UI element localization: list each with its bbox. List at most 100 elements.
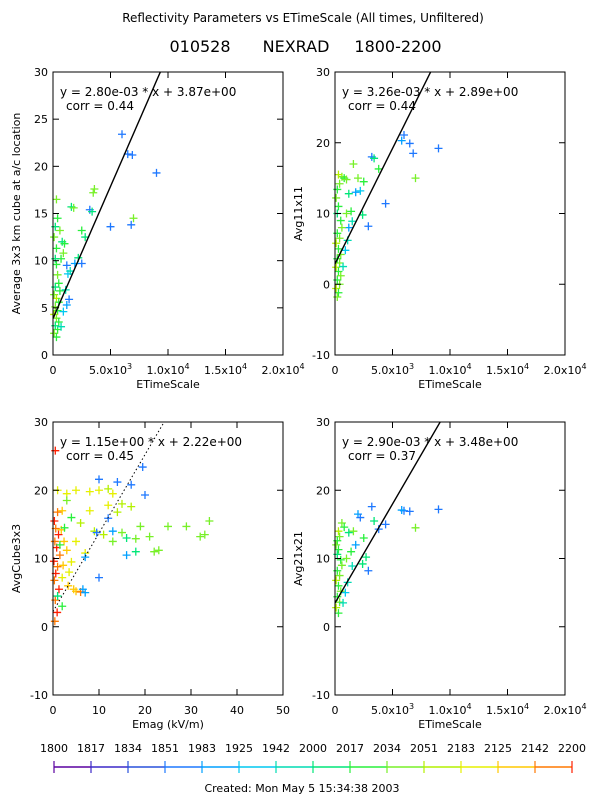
y-tick-label: 0 (323, 621, 330, 634)
x-tick-label: 50 (276, 704, 290, 717)
data-point (62, 496, 71, 505)
correlation-label: corr = 0.45 (66, 449, 134, 463)
colorbar-label: 2183 (447, 742, 475, 755)
fit-equation: y = 2.80e-03 * x + 3.87e+00 (60, 85, 236, 99)
y-tick-label: 20 (34, 160, 48, 173)
time-colorbar: 1800 1817 1834 1851 1983 1925 1942 2000 2017 2034… (40, 742, 586, 773)
x-tick-label: 1.0x104 (428, 702, 471, 717)
data-point (89, 188, 98, 197)
scatter-panel-2: 0 5.0x103 1.0x104 1.5x104 2.0x104-100102030E… (292, 66, 587, 391)
data-point (76, 519, 85, 528)
y-tick-label: 5 (41, 302, 48, 315)
data-point (52, 260, 61, 269)
data-point (335, 234, 344, 243)
y-tick-label: 20 (316, 484, 330, 497)
data-point (342, 209, 351, 218)
data-point (67, 513, 76, 522)
data-point (334, 244, 343, 253)
colorbar-label: 1983 (188, 742, 216, 755)
data-point (81, 553, 90, 562)
data-point (50, 617, 59, 626)
colorbar-label: 2125 (484, 742, 512, 755)
data-point (411, 523, 420, 532)
data-point (131, 547, 140, 556)
y-tick-label: 30 (316, 66, 330, 79)
data-point (136, 522, 145, 531)
data-point (64, 581, 73, 590)
data-point (339, 262, 348, 271)
data-point (332, 263, 341, 272)
data-point (50, 576, 59, 585)
data-point (334, 170, 343, 179)
correlation-label: corr = 0.37 (348, 449, 416, 463)
data-point (359, 534, 368, 543)
data-point (332, 193, 341, 202)
data-points (332, 502, 443, 618)
axes-frame (52, 71, 284, 356)
data-point (60, 523, 69, 532)
data-points (49, 446, 214, 626)
data-point (341, 246, 350, 255)
data-point (129, 214, 138, 223)
data-point (342, 175, 351, 184)
data-point (364, 566, 373, 575)
y-tick-label: 20 (34, 484, 48, 497)
data-point (108, 527, 117, 536)
data-point (85, 487, 94, 496)
colorbar-label: 1834 (114, 742, 142, 755)
regression-line (335, 72, 432, 265)
scatter-panels: 0 5.0x103 1.0x104 1.5x104 2.0x104 0 5 10 15 20 25 3… (10, 66, 587, 731)
data-point (347, 207, 356, 216)
data-point (52, 333, 61, 342)
y-tick-label: 25 (34, 113, 48, 126)
data-point (336, 555, 345, 564)
data-point (53, 508, 62, 517)
y-tick-label: 10 (316, 553, 330, 566)
fit-equation: y = 2.90e-03 * x + 3.48e+00 (342, 435, 518, 449)
data-point (335, 598, 344, 607)
x-tick-label: 30 (184, 704, 198, 717)
y-tick-label: -10 (30, 689, 48, 702)
data-point (52, 244, 61, 253)
data-point (339, 598, 348, 607)
data-point (59, 561, 68, 570)
regression-line (53, 72, 162, 319)
colorbar-label: 2200 (558, 742, 586, 755)
data-point (54, 530, 63, 539)
data-point (50, 537, 59, 546)
colorbar-label: 2051 (410, 742, 438, 755)
data-point (359, 177, 368, 186)
x-tick-label: 0 (332, 704, 339, 717)
data-point (358, 559, 367, 568)
data-point (335, 571, 344, 580)
data-point (351, 188, 360, 197)
data-point (55, 226, 64, 235)
data-point (145, 532, 154, 541)
y-tick-label: 15 (34, 208, 48, 221)
data-point (55, 551, 64, 560)
y-tick-label: -10 (312, 349, 330, 362)
created-timestamp: Created: Mon May 5 15:34:38 2003 (204, 782, 399, 795)
data-point (356, 513, 365, 522)
data-point (400, 130, 408, 139)
data-point (88, 207, 97, 216)
data-point (348, 217, 357, 226)
data-point (362, 553, 371, 562)
data-point (54, 317, 63, 326)
data-point (367, 502, 376, 511)
y-tick-label: 10 (316, 208, 330, 221)
data-point (344, 189, 353, 198)
colorbar-label: 2142 (521, 742, 549, 755)
data-point (138, 463, 147, 472)
y-axis-label: Average 3x3 km cube at a/c location (10, 113, 23, 315)
data-point (99, 530, 108, 539)
colorbar-label: 2034 (373, 742, 401, 755)
data-point (69, 203, 78, 212)
data-point (337, 561, 346, 570)
header-time-range: 1800-2200 (354, 37, 441, 56)
x-tick-label: 5.0x103 (371, 362, 414, 377)
data-points (332, 130, 443, 301)
y-tick-label: 30 (34, 66, 48, 79)
